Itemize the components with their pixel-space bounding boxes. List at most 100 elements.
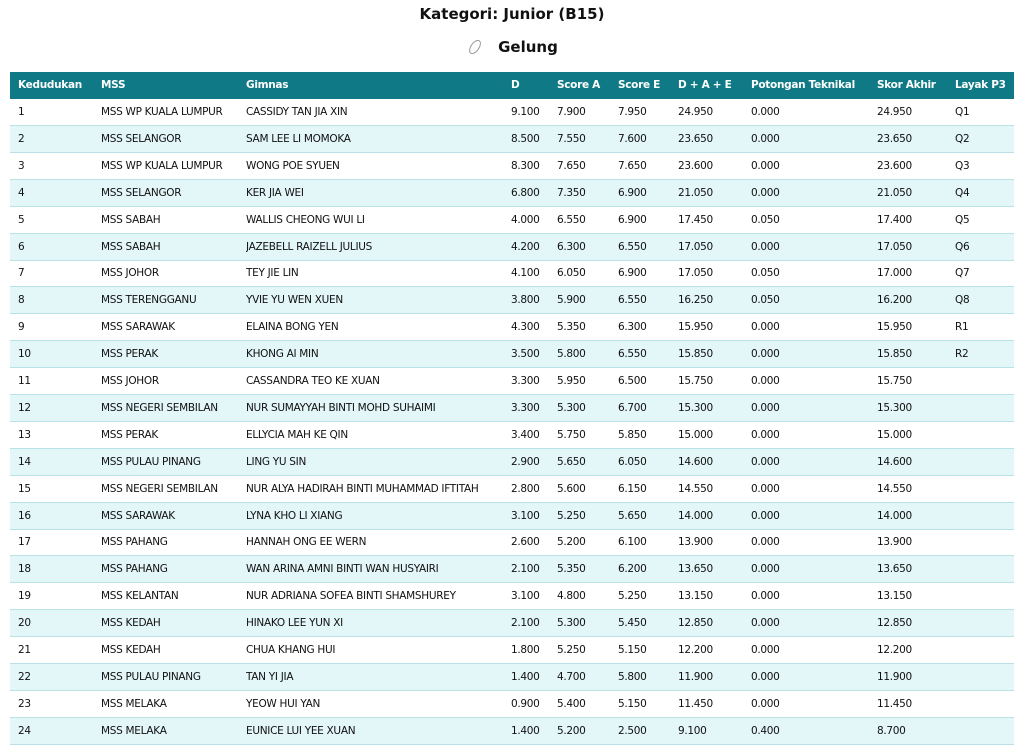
table-cell: 6.050 xyxy=(557,267,586,280)
table-cell: 5.250 xyxy=(557,509,586,522)
table-cell: D xyxy=(511,79,520,91)
table-cell: Gimnas xyxy=(246,79,289,91)
table-cell: 6.900 xyxy=(618,186,647,199)
table-cell: MSS PERAK xyxy=(101,428,158,441)
table-cell: 9 xyxy=(18,321,25,334)
table-cell: 19 xyxy=(18,590,31,603)
table-cell: 15.950 xyxy=(678,321,713,334)
category-title: Kategori: Junior (B15) xyxy=(419,5,605,23)
table-row: 19 MSS KELANTAN NUR ADRIANA SOFEA BINTI SH… xyxy=(10,583,1014,611)
table-row: 2 MSS SELANGOR SAM LEE LI MOMOKA 8.500 7.550… xyxy=(10,125,1014,153)
table-cell: 4.000 xyxy=(511,213,540,226)
table-row: 10 MSS PERAK KHONG AI MIN 3.500 5.800 6.550 15… xyxy=(10,341,1014,369)
table-cell: 0.000 xyxy=(751,670,780,683)
table-cell: 0.000 xyxy=(751,617,780,630)
table-cell: 15.750 xyxy=(877,375,912,387)
table-cell: 18 xyxy=(18,563,31,576)
table-cell: 2 xyxy=(18,132,25,145)
table-cell: 23.600 xyxy=(877,159,912,172)
table-cell: 1 xyxy=(18,106,25,118)
table-cell: 12.200 xyxy=(877,644,912,656)
table-cell: KER JIA WEI xyxy=(246,186,304,199)
table-cell: 6.700 xyxy=(618,401,647,414)
table-cell: 5.450 xyxy=(618,617,647,630)
table-cell: 7.650 xyxy=(618,159,647,172)
table-cell: 5.850 xyxy=(618,428,647,441)
table-cell: 15.850 xyxy=(678,348,713,361)
table-cell: Score A xyxy=(557,79,600,91)
table-cell: CHUA KHANG HUI xyxy=(246,644,336,656)
table-cell: 1.400 xyxy=(511,724,540,737)
table-cell: 12.200 xyxy=(678,644,713,656)
table-cell: 15.000 xyxy=(678,428,713,441)
table-cell: Layak P3 xyxy=(955,79,1006,91)
table-cell: D + A + E xyxy=(678,79,732,91)
table-cell: 14.000 xyxy=(678,509,713,522)
table-cell: 11.450 xyxy=(877,697,912,710)
table-cell: 6.050 xyxy=(618,455,647,468)
table-cell: 16.250 xyxy=(678,294,713,307)
table-cell: 15.850 xyxy=(877,348,912,361)
table-cell: JAZEBELL RAIZELL JULIUS xyxy=(246,240,372,253)
table-row: 16 MSS SARAWAK LYNA KHO LI XIANG 3.100 5.250… xyxy=(10,502,1014,530)
table-cell: MSS SELANGOR xyxy=(101,186,182,199)
table-cell: 4 xyxy=(18,186,25,199)
table-cell: ELAINA BONG YEN xyxy=(246,321,339,334)
table-cell: 0.000 xyxy=(751,348,780,361)
table-cell: 6.150 xyxy=(618,482,647,495)
table-cell: 0.000 xyxy=(751,563,780,576)
table-cell: 0.000 xyxy=(751,428,780,441)
table-cell: Q2 xyxy=(955,132,970,145)
table-cell: NUR SUMAYYAH BINTI MOHD SUHAIMI xyxy=(246,401,436,414)
table-cell: MSS xyxy=(101,79,126,91)
table-row: 9 MSS SARAWAK ELAINA BONG YEN 4.300 5.350 6.3… xyxy=(10,314,1014,342)
table-cell: 17.050 xyxy=(678,267,713,280)
table-cell: WONG POE SYUEN xyxy=(246,159,340,172)
table-cell: 4.300 xyxy=(511,321,540,334)
table-cell: 3.800 xyxy=(511,294,540,307)
table-cell: 0.000 xyxy=(751,106,780,118)
table-cell: 24.950 xyxy=(877,106,912,118)
table-cell: 17.400 xyxy=(877,213,912,226)
table-cell: 0.000 xyxy=(751,697,780,710)
table-cell: 5.800 xyxy=(618,670,647,683)
table-cell: MSS PAHANG xyxy=(101,563,168,576)
table-cell: 6.300 xyxy=(618,321,647,334)
table-cell: 6.100 xyxy=(618,536,647,549)
table-row: 13 MSS PERAK ELLYCIA MAH KE QIN 3.400 5.750 5… xyxy=(10,422,1014,449)
table-cell: 11.450 xyxy=(678,697,713,710)
table-cell: R1 xyxy=(955,321,969,334)
table-cell: 6.550 xyxy=(618,348,647,361)
table-cell: MSS JOHOR xyxy=(101,375,159,387)
table-cell: 7 xyxy=(18,267,25,280)
table-cell: 5.200 xyxy=(557,724,586,737)
table-cell: 23 xyxy=(18,697,31,710)
table-cell: YVIE YU WEN XUEN xyxy=(246,294,343,307)
table-row: 12 MSS NEGERI SEMBILAN NUR SUMAYYAH BINTI … xyxy=(10,394,1014,422)
table-cell: MSS SARAWAK xyxy=(101,321,175,334)
apparatus-name: Gelung xyxy=(498,38,558,56)
table-cell: 0.000 xyxy=(751,482,780,495)
table-cell: 6.550 xyxy=(557,213,586,226)
table-cell: 13.900 xyxy=(678,536,713,549)
table-cell: MSS WP KUALA LUMPUR xyxy=(101,159,223,172)
table-row: 18 MSS PAHANG WAN ARINA AMNI BINTI WAN HUS… xyxy=(10,556,1014,584)
table-cell: 6.550 xyxy=(618,294,647,307)
table-cell: 1.400 xyxy=(511,670,540,683)
table-cell: MSS KEDAH xyxy=(101,617,161,630)
table-cell: 6.550 xyxy=(618,240,647,253)
table-cell: 13.650 xyxy=(678,563,713,576)
table-cell: MSS WP KUALA LUMPUR xyxy=(101,106,223,118)
table-cell: MSS NEGERI SEMBILAN xyxy=(101,482,218,495)
table-cell: Q8 xyxy=(955,294,970,307)
table-cell: MSS SELANGOR xyxy=(101,132,182,145)
table-cell: 2.800 xyxy=(511,482,540,495)
table-cell: 5.750 xyxy=(557,428,586,441)
table-cell: MSS MELAKA xyxy=(101,724,167,737)
table-cell: 9.100 xyxy=(678,724,707,737)
table-cell: MSS MELAKA xyxy=(101,697,167,710)
table-cell: 5.300 xyxy=(557,401,586,414)
table-cell: 16.200 xyxy=(877,294,912,307)
table-cell: SAM LEE LI MOMOKA xyxy=(246,132,351,145)
